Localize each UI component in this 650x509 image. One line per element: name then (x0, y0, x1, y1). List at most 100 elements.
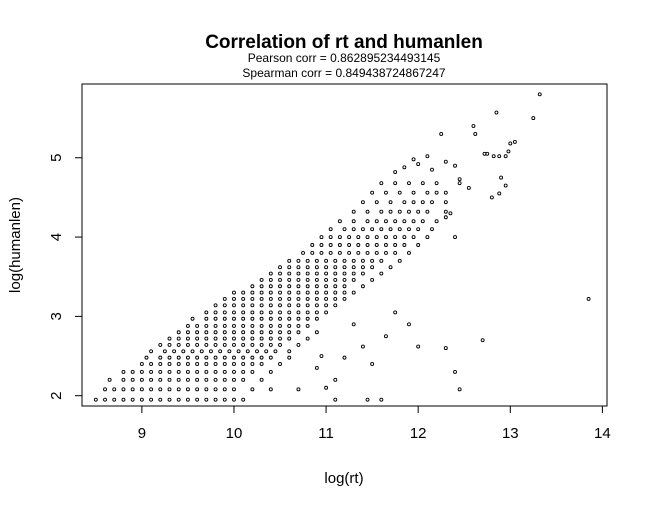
data-point (167, 362, 172, 366)
data-point (222, 336, 227, 341)
data-point (430, 200, 434, 205)
data-point (305, 265, 310, 270)
data-point (222, 303, 227, 308)
data-point (434, 190, 439, 195)
data-point (241, 323, 246, 328)
data-point (222, 342, 227, 347)
data-point (305, 323, 310, 328)
data-point (278, 277, 282, 282)
data-point (305, 271, 310, 276)
data-point (347, 235, 352, 240)
data-point (287, 303, 292, 308)
data-point (287, 296, 292, 301)
data-point (342, 271, 347, 276)
data-point (497, 154, 502, 159)
data-point (420, 200, 425, 205)
data-point (268, 277, 273, 282)
data-point (407, 250, 411, 255)
data-point (393, 181, 398, 186)
data-point (499, 175, 504, 180)
data-point (443, 190, 448, 195)
data-point (195, 362, 200, 366)
data-point (185, 377, 190, 382)
data-point (393, 310, 398, 315)
data-point (176, 336, 181, 341)
data-point (158, 387, 163, 392)
data-point (268, 342, 273, 347)
data-point (93, 397, 98, 402)
data-point (314, 365, 319, 370)
data-point (185, 323, 190, 328)
data-point (314, 310, 319, 315)
data-point (356, 250, 361, 255)
y-tick-label: 4 (48, 233, 65, 241)
data-point (360, 227, 365, 232)
data-point (337, 243, 342, 247)
data-point (158, 355, 163, 360)
data-point (365, 209, 370, 214)
pearson-subtitle: Pearson corr = 0.862895234493145 (248, 51, 441, 65)
data-point (278, 342, 282, 347)
data-point (250, 355, 255, 360)
data-point (278, 296, 282, 301)
data-point (305, 310, 310, 315)
data-point (402, 165, 407, 170)
data-point (195, 336, 200, 341)
data-point (232, 303, 236, 308)
data-point (388, 200, 393, 205)
data-point (425, 209, 430, 214)
data-point (139, 377, 144, 382)
data-point (314, 296, 319, 301)
data-point (259, 316, 264, 321)
data-point (586, 296, 591, 301)
data-point (411, 219, 416, 224)
data-point (222, 369, 227, 374)
data-point (241, 369, 246, 374)
data-point (512, 139, 517, 144)
data-point (287, 316, 292, 321)
data-point (227, 349, 232, 354)
x-tick-label: 14 (594, 425, 611, 442)
data-point (181, 349, 186, 354)
data-point (250, 284, 255, 289)
data-point (268, 290, 273, 295)
data-point (190, 316, 195, 321)
data-point (149, 362, 154, 366)
data-point (305, 303, 310, 308)
data-point (407, 227, 411, 232)
data-point (416, 227, 421, 232)
data-point (195, 342, 200, 347)
data-point (374, 243, 379, 247)
data-point (176, 355, 181, 360)
data-point (314, 271, 319, 276)
data-point (213, 355, 218, 360)
data-point (333, 258, 338, 263)
data-point (268, 387, 273, 392)
data-point (241, 397, 246, 402)
data-point (319, 250, 324, 255)
data-point (278, 330, 282, 335)
data-point (222, 377, 227, 382)
data-point (407, 181, 411, 186)
data-point (195, 377, 200, 382)
data-point (241, 362, 246, 366)
data-point (241, 316, 246, 321)
data-point (485, 151, 490, 156)
data-point (103, 397, 107, 402)
data-point (425, 154, 430, 159)
data-point (351, 277, 356, 282)
data-point (195, 387, 200, 392)
data-point (453, 235, 457, 240)
data-point (397, 190, 402, 195)
data-point (384, 235, 388, 240)
data-point (167, 369, 172, 374)
data-point (167, 377, 172, 382)
data-point (333, 271, 338, 276)
data-point (268, 310, 273, 315)
data-point (314, 316, 319, 321)
data-point (273, 349, 278, 354)
data-point (222, 355, 227, 360)
data-point (259, 290, 264, 295)
data-point (374, 200, 379, 205)
data-point (342, 227, 347, 232)
